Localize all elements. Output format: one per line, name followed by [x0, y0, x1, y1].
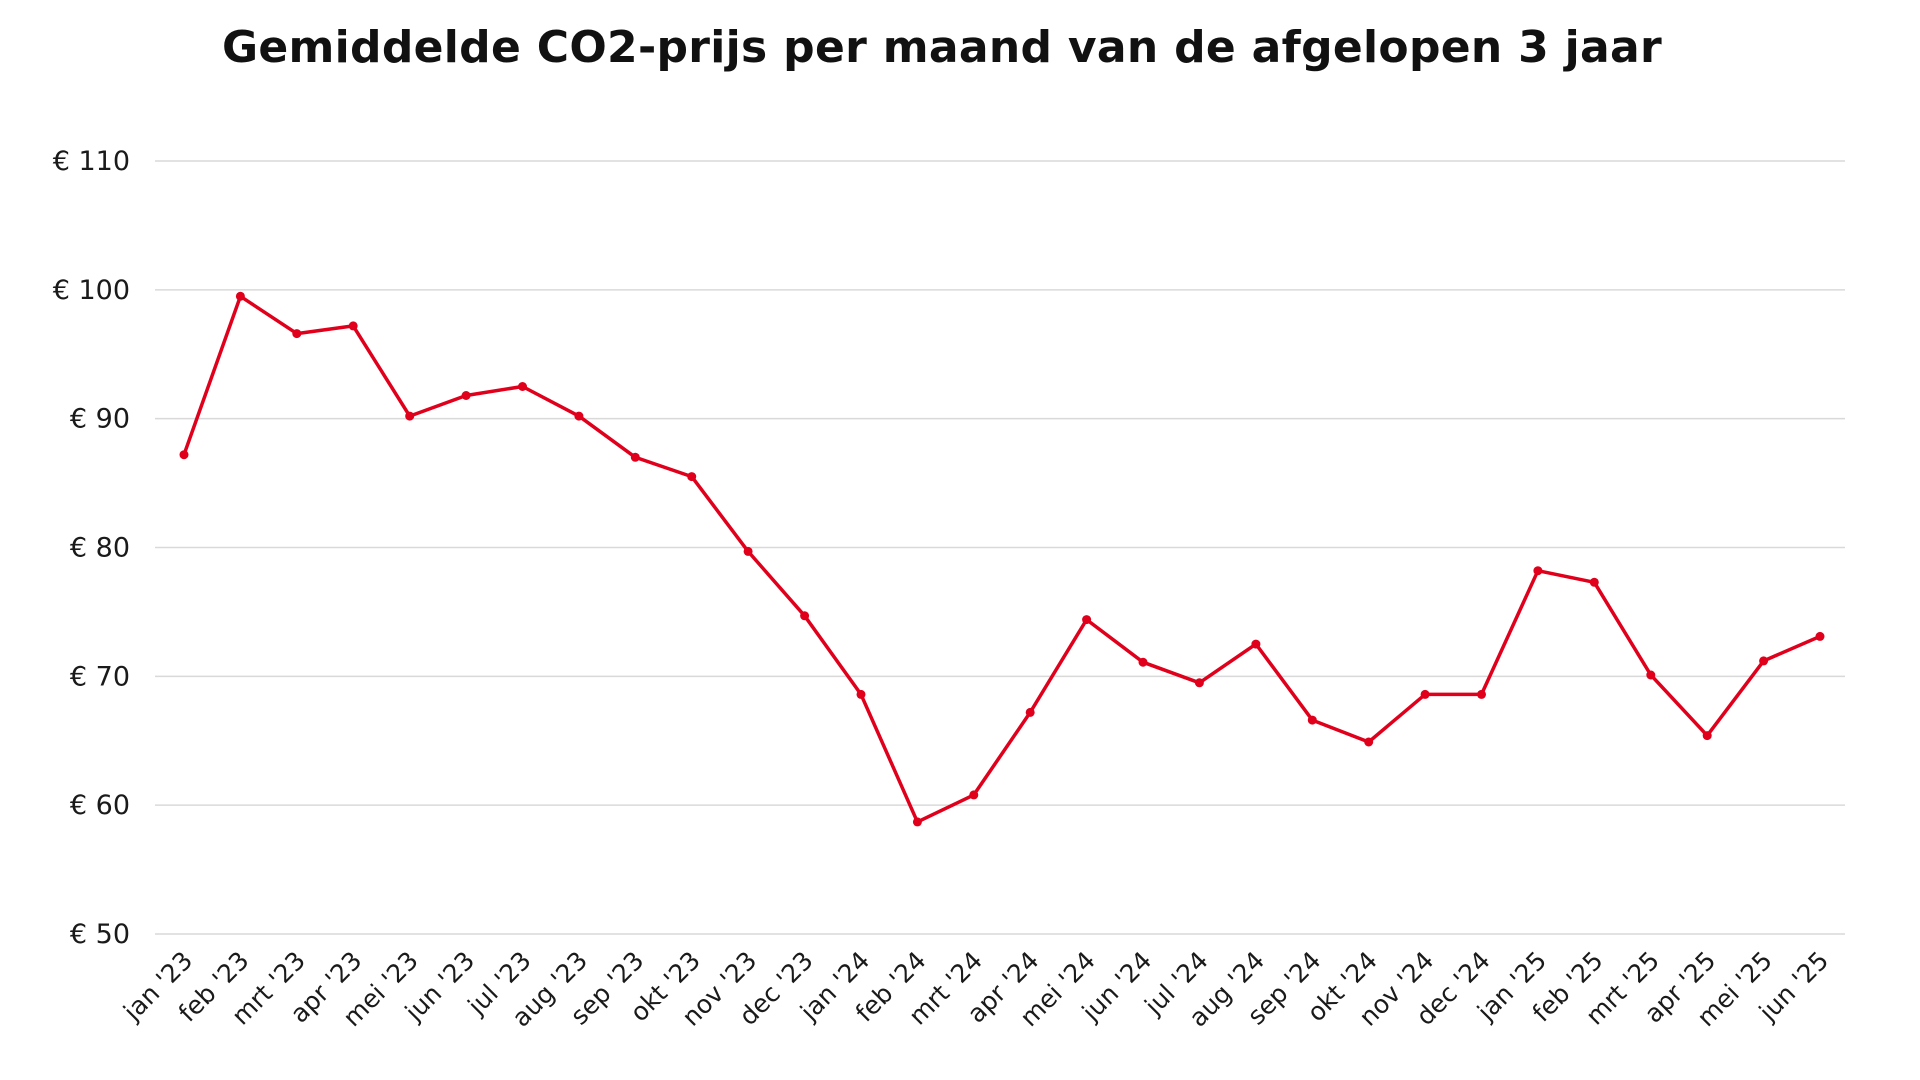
y-tick-label: € 80 [70, 533, 130, 564]
data-point [856, 689, 866, 699]
data-point [1420, 689, 1430, 699]
data-point [292, 329, 302, 339]
data-point [1307, 715, 1317, 725]
data-point [687, 472, 697, 482]
data-point [630, 452, 640, 462]
data-point [969, 790, 979, 800]
data-point [574, 411, 584, 421]
y-axis-tick-labels: € 50 € 60 € 70 € 80 € 90 € 100 € 110 [53, 146, 130, 950]
y-tick-label: € 60 [70, 790, 130, 821]
data-point [179, 450, 189, 460]
y-tick-label: € 70 [70, 661, 130, 692]
data-point [1477, 689, 1486, 699]
data-point [1589, 577, 1599, 587]
data-point [1082, 615, 1092, 625]
data-point [912, 817, 922, 827]
data-point [1251, 639, 1261, 649]
data-point [800, 611, 810, 621]
data-point [1194, 678, 1204, 688]
chart-title: Gemiddelde CO2-prijs per maand van de af… [221, 22, 1663, 73]
y-tick-label: € 50 [70, 919, 130, 950]
data-point [1646, 670, 1656, 680]
data-point [1702, 731, 1712, 741]
data-point [743, 546, 753, 556]
y-tick-label: € 110 [53, 146, 130, 177]
series-line [182, 294, 1822, 824]
y-tick-label: € 100 [53, 275, 130, 306]
data-point [235, 291, 245, 301]
data-point [1759, 656, 1769, 666]
data-points [179, 291, 1825, 827]
series-layer [182, 294, 1822, 824]
data-point [1025, 707, 1035, 717]
data-point [1815, 631, 1825, 641]
data-point [1533, 566, 1543, 576]
data-point [518, 382, 527, 391]
data-point [1364, 737, 1374, 747]
y-tick-label: € 90 [70, 404, 130, 435]
data-point [461, 391, 471, 400]
data-point [1138, 657, 1148, 667]
data-point [405, 411, 415, 421]
data-point [348, 321, 358, 331]
gridlines [155, 160, 1845, 935]
